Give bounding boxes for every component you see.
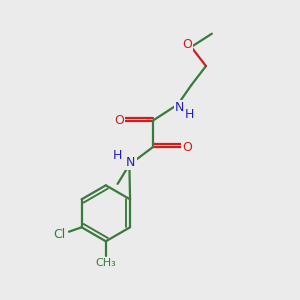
Text: O: O — [182, 141, 192, 154]
Text: H: H — [113, 149, 122, 162]
Text: O: O — [114, 114, 124, 127]
Text: CH₃: CH₃ — [95, 258, 116, 268]
Text: Cl: Cl — [53, 228, 65, 241]
Text: N: N — [175, 101, 184, 114]
Text: O: O — [182, 38, 192, 50]
Text: H: H — [185, 108, 194, 121]
Text: N: N — [126, 156, 136, 169]
